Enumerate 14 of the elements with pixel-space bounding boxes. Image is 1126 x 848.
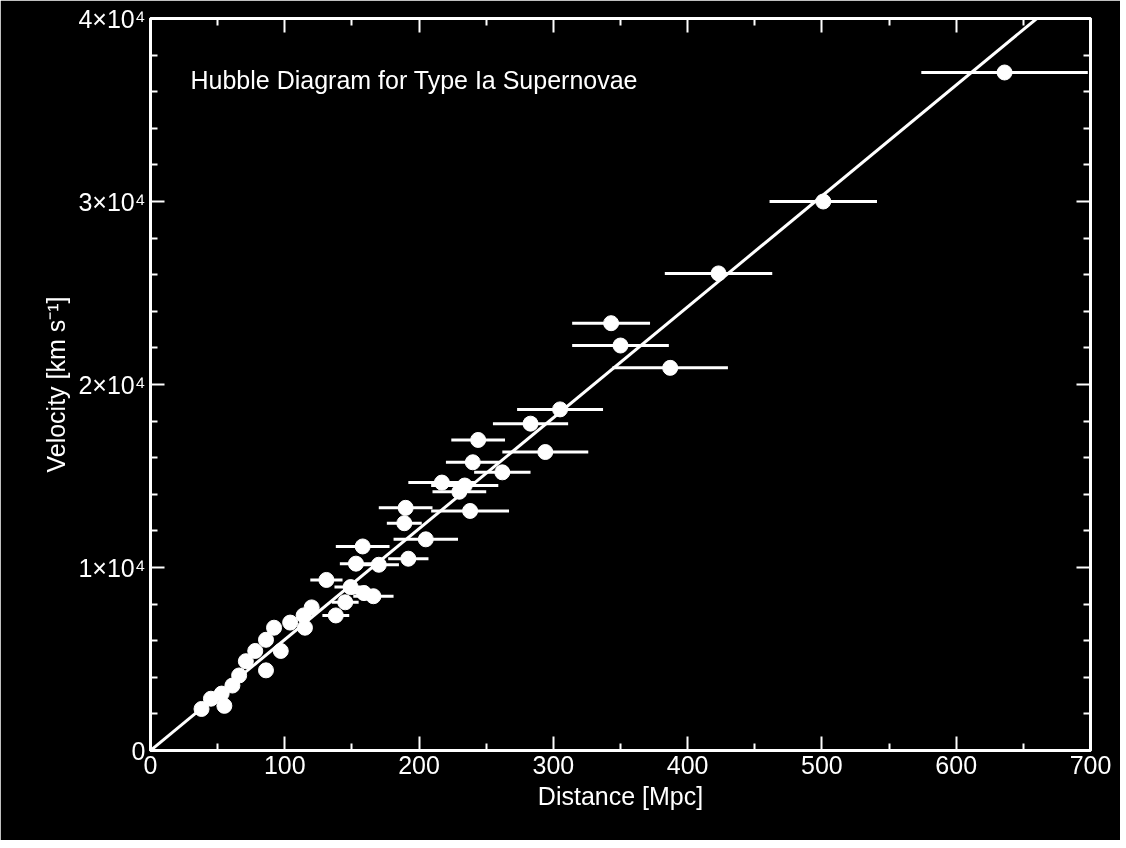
x-tick-label: 200 — [398, 750, 440, 779]
y-tick-label: 3×10⁴ — [78, 187, 146, 216]
y-tick-label: 1×10⁴ — [78, 553, 146, 582]
y-tick-label: 4×10⁴ — [78, 4, 146, 33]
x-tick-label: 300 — [532, 750, 575, 779]
y-axis-title: Velocity [km s⁻¹] — [42, 296, 71, 473]
x-axis-title: Distance [Mpc] — [537, 781, 704, 810]
x-tick-label: 400 — [666, 750, 709, 779]
x-tick-label: 500 — [801, 750, 843, 779]
x-tick-label: 600 — [935, 750, 978, 779]
x-tick-label: 700 — [1069, 750, 1112, 779]
x-tick-label: 100 — [263, 750, 306, 779]
text: Hubble Diagram for Type Ia Supernovae — [190, 65, 638, 94]
y-tick-label: 2×10⁴ — [78, 370, 146, 399]
